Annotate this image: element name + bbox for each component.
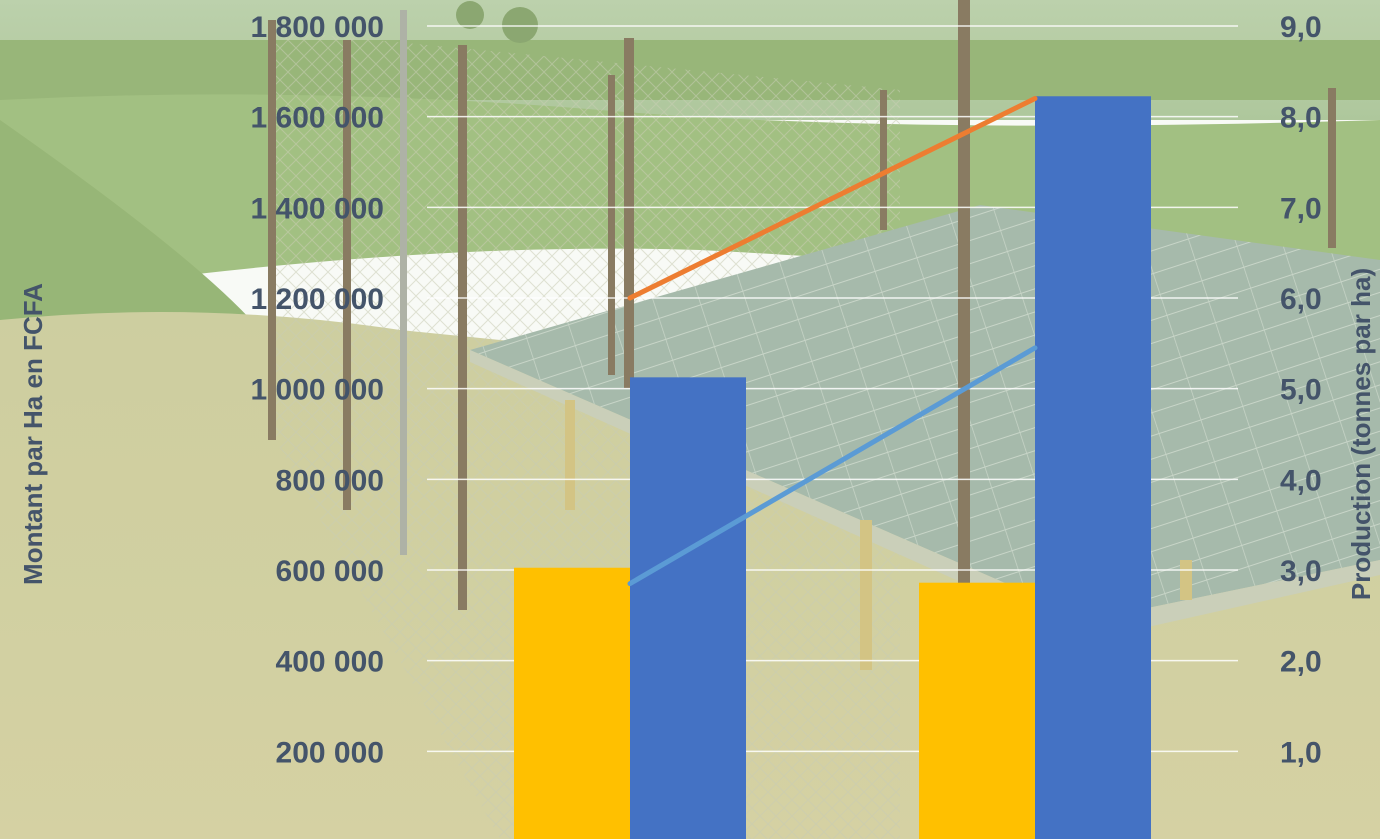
right-tick-label: 4,0	[1280, 464, 1322, 497]
left-tick-label: 1 000 000	[251, 374, 384, 407]
left-tick-label: 800 000	[276, 464, 384, 497]
line-series1	[627, 96, 1038, 301]
right-tick-label: 5,0	[1280, 374, 1322, 407]
right-axis-ticks: 1,0 2,0 3,0 4,0 5,0 6,0 7,0 8,0 9,0	[1280, 11, 1322, 769]
right-tick-label: 9,0	[1280, 11, 1322, 44]
right-tick-label: 2,0	[1280, 646, 1322, 679]
left-tick-label: 1 600 000	[251, 102, 384, 135]
right-tick-label: 1,0	[1280, 736, 1322, 769]
left-tick-label: 1 200 000	[251, 283, 384, 316]
bar-series1-cat1	[514, 567, 630, 839]
left-tick-label: 200 000	[276, 736, 384, 769]
left-axis-ticks: 200 000 400 000 600 000 800 000 1 000 000 1 2…	[251, 11, 384, 769]
left-tick-label: 1 400 000	[251, 192, 384, 225]
right-tick-label: 7,0	[1280, 192, 1322, 225]
left-tick-label: 1 800 000	[251, 11, 384, 44]
right-tick-label: 6,0	[1280, 283, 1322, 316]
right-tick-label: 8,0	[1280, 102, 1322, 135]
lines	[627, 96, 1038, 587]
left-axis-title: Montant par Ha en FCFA	[18, 283, 48, 585]
bar-series2-cat2	[1035, 96, 1151, 839]
right-tick-label: 3,0	[1280, 555, 1322, 588]
line-series2	[627, 345, 1038, 587]
left-tick-label: 400 000	[276, 646, 384, 679]
left-tick-label: 600 000	[276, 555, 384, 588]
bar-series2-cat1	[630, 377, 746, 839]
bar-series1-cat2	[919, 582, 1035, 839]
right-axis-title: Production (tonnes par ha)	[1346, 268, 1376, 600]
bars	[514, 96, 1151, 839]
